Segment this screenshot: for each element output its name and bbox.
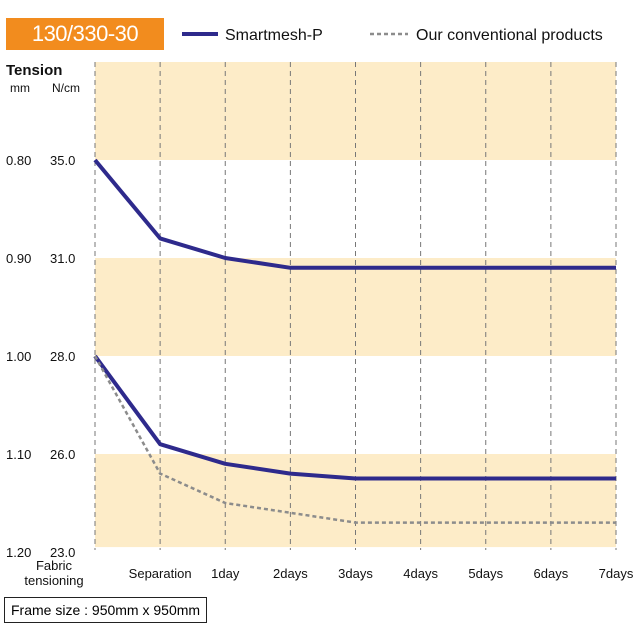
y-tick-mm-1: 0.90 [6,251,31,266]
y-tick-ncm-1: 31.0 [50,251,75,266]
series-line-2 [93,355,616,524]
y-tick-mm-2: 1.00 [6,349,31,364]
series-line-0 [93,158,616,270]
x-tick-7: 6days [534,566,569,581]
x-tick-8: 7days [599,566,634,581]
y-axis-header: Tension [6,62,62,79]
y-tick-ncm-2: 28.0 [50,349,75,364]
frame-size-note: Frame size : 950mm x 950mm [4,597,208,623]
legend-label-conventional: Our conventional products [416,27,603,44]
series-line-1 [93,354,616,481]
x-tick-4: 3days [338,566,373,581]
y-axis-unit-mm: mm [10,81,30,95]
mesh-spec-badge: 130/330-30 [6,18,164,50]
x-tick-3: 2days [273,566,308,581]
y-tick-mm-3: 1.10 [6,447,31,462]
x-tick-0-0: Fabric [36,558,73,573]
x-tick-0-1: tensioning [24,573,83,588]
vertical-gridlines [94,62,617,550]
x-tick-6: 5days [468,566,503,581]
x-tick-1: Separation [129,566,192,581]
y-tick-ncm-0: 35.0 [50,153,75,168]
y-tick-mm-0: 0.80 [6,153,31,168]
x-tick-2: 1day [211,566,240,581]
x-tick-5: 4days [403,566,438,581]
series-lines [93,158,616,524]
y-axis-ticks: 0.80 35.0 0.90 31.0 1.00 28.0 1.10 26.0 1.20 23.0 [6,153,75,560]
y-tick-mm-4: 1.20 [6,545,31,560]
legend: Smartmesh-P Our conventional products [182,27,603,44]
legend-label-smartmesh: Smartmesh-P [225,27,323,44]
y-axis-unit-ncm: N/cm [52,81,80,95]
y-tick-ncm-4: 23.0 [50,545,75,560]
y-tick-ncm-3: 26.0 [50,447,75,462]
